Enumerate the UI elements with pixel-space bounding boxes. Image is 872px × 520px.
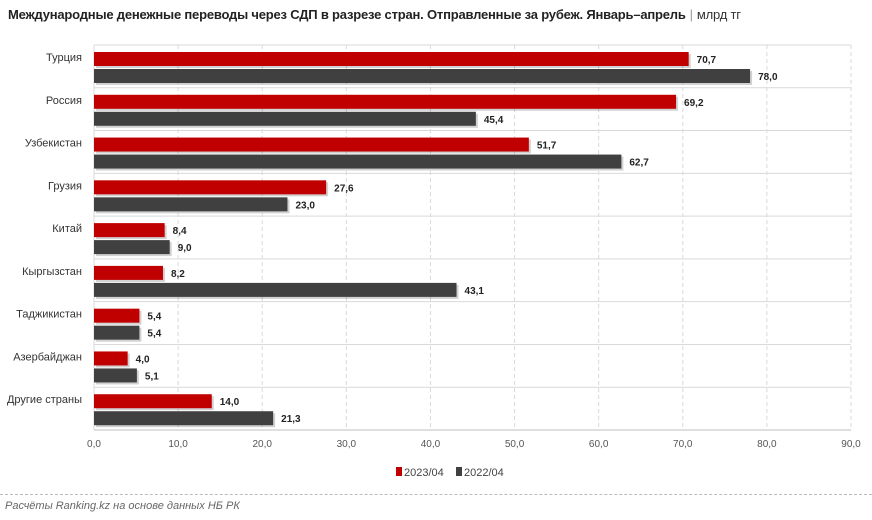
data-label: 5,4 bbox=[147, 329, 161, 340]
bar-2022-04 bbox=[94, 154, 622, 169]
x-tick-label: 60,0 bbox=[589, 439, 609, 450]
category-label: Узбекистан bbox=[25, 138, 82, 150]
data-label: 70,7 bbox=[697, 55, 717, 66]
bar-2023-04 bbox=[94, 265, 163, 280]
legend-swatch bbox=[456, 467, 462, 476]
x-tick-label: 80,0 bbox=[757, 439, 777, 450]
data-label: 43,1 bbox=[465, 286, 485, 297]
category-label: Россия bbox=[46, 95, 82, 107]
bar-2022-04 bbox=[94, 69, 751, 83]
category-label: Таджикистан bbox=[16, 309, 82, 321]
bar-2022-04 bbox=[94, 411, 274, 426]
chart-title: Международные денежные переводы через СД… bbox=[8, 7, 741, 22]
data-label: 45,4 bbox=[484, 115, 504, 126]
data-label: 69,2 bbox=[684, 98, 704, 109]
unit-label: млрд тг bbox=[696, 7, 741, 22]
category-label: Китай bbox=[52, 223, 82, 235]
data-label: 4,0 bbox=[136, 354, 150, 365]
data-label: 14,0 bbox=[220, 397, 240, 408]
data-label: 5,1 bbox=[145, 371, 159, 382]
x-tick-label: 50,0 bbox=[505, 439, 525, 450]
bar-2022-04 bbox=[94, 197, 288, 212]
bar-2023-04 bbox=[94, 180, 327, 195]
title-separator: | bbox=[689, 7, 693, 22]
data-label: 9,0 bbox=[178, 243, 192, 254]
data-label: 5,4 bbox=[147, 312, 161, 323]
legend-swatch bbox=[396, 467, 402, 476]
category-label: Турция bbox=[46, 52, 82, 64]
bar-2023-04 bbox=[94, 308, 140, 323]
category-label: Азербайджан bbox=[13, 351, 82, 363]
bar-2023-04 bbox=[94, 394, 212, 409]
bar-2022-04 bbox=[94, 368, 137, 383]
bar-2022-04 bbox=[94, 240, 170, 255]
bar-2022-04 bbox=[94, 111, 476, 126]
title-text: Международные денежные переводы через СД… bbox=[8, 7, 686, 22]
category-label: Кыргызстан bbox=[22, 266, 82, 278]
x-tick-label: 20,0 bbox=[252, 439, 272, 450]
data-label: 62,7 bbox=[629, 158, 649, 169]
data-label: 8,4 bbox=[173, 226, 187, 237]
x-tick-label: 10,0 bbox=[168, 439, 188, 450]
legend-label: 2022/04 bbox=[464, 467, 504, 479]
data-label: 8,2 bbox=[171, 269, 185, 280]
x-tick-label: 0,0 bbox=[87, 439, 101, 450]
data-label: 21,3 bbox=[281, 414, 301, 425]
data-label: 51,7 bbox=[537, 141, 557, 152]
legend-label: 2023/04 bbox=[404, 467, 444, 479]
bar-chart: 0,0 10,0 20,0 30,0 40,0 50,0 60,0 70,0 80,0 90,0 Т… bbox=[7, 44, 861, 479]
x-tick-label: 30,0 bbox=[337, 439, 357, 450]
x-tick-label: 40,0 bbox=[421, 439, 441, 450]
bar-2023-04 bbox=[94, 223, 165, 238]
data-label: 27,6 bbox=[334, 183, 354, 194]
bar-2022-04 bbox=[94, 282, 457, 297]
data-label: 78,0 bbox=[758, 72, 778, 83]
bar-2023-04 bbox=[94, 137, 529, 152]
x-tick-label: 70,0 bbox=[673, 439, 693, 450]
bar-2023-04 bbox=[94, 52, 689, 66]
data-label: 23,0 bbox=[295, 200, 315, 211]
bar-2023-04 bbox=[94, 351, 128, 366]
bar-2022-04 bbox=[94, 325, 140, 340]
category-label: Грузия bbox=[48, 180, 82, 192]
source-note: Расчёты Ranking.kz на основе данных НБ Р… bbox=[5, 500, 240, 512]
bar-2023-04 bbox=[94, 94, 677, 109]
x-tick-label: 90,0 bbox=[841, 439, 861, 450]
category-label: Другие страны bbox=[7, 394, 82, 406]
footer-divider bbox=[0, 494, 872, 495]
